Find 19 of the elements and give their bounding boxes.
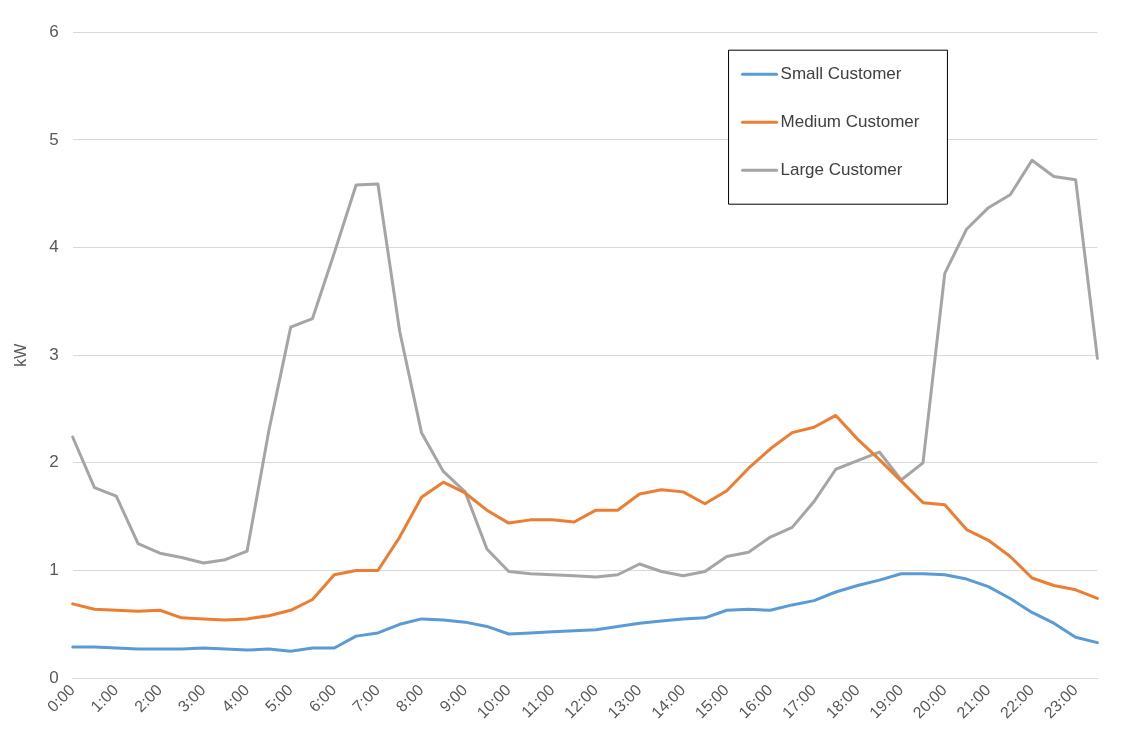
y-tick-label: 4 [49, 237, 59, 257]
y-tick-label: 6 [49, 21, 59, 41]
y-tick-label: 3 [49, 344, 59, 364]
legend-label: Small Customer [780, 63, 902, 83]
y-tick-label: 1 [49, 560, 59, 580]
x-tick-label: 8:00 [392, 681, 427, 716]
y-axis-title: kW [12, 342, 30, 367]
x-tick-label: 5:00 [261, 681, 296, 716]
x-tick-label: 9:00 [436, 681, 471, 716]
y-tick-label: 2 [49, 452, 59, 472]
x-tick-label: 4:00 [218, 681, 253, 716]
x-tick-label: 1:00 [87, 681, 122, 716]
legend-label: Medium Customer [780, 111, 920, 131]
x-tick-label: 6:00 [305, 681, 340, 716]
legend-label: Large Customer [780, 159, 903, 179]
x-tick-label: 3:00 [174, 681, 209, 716]
y-tick-label: 5 [49, 129, 59, 149]
y-tick-label: 0 [49, 667, 59, 687]
x-tick-label: 7:00 [349, 681, 384, 716]
